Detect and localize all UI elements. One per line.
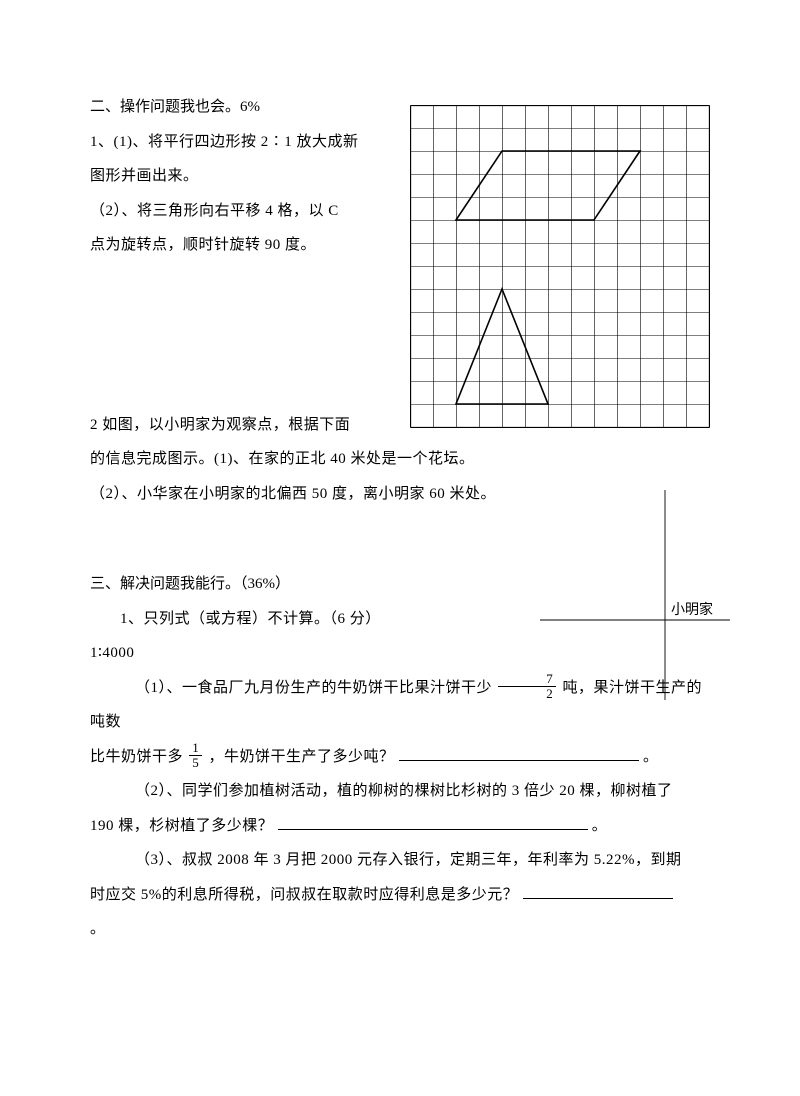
period1: 。 <box>643 749 659 765</box>
cross-figure: 小明家 <box>530 490 730 700</box>
answer-blank-3[interactable] <box>523 881 673 899</box>
s3-p2-line2: 190 棵，杉树植了多少棵？ 。 <box>90 809 710 844</box>
q1-line2: 图形并画出来。 <box>90 159 380 194</box>
q1-line3: （2）、将三角形向右平移 4 格，以 C <box>90 194 380 229</box>
p1a-text: （1）、一食品厂九月份生产的牛奶饼干比果汁饼干少 <box>135 680 492 696</box>
p3b-text: 时应交 5%的利息所得税，问叔叔在取款时应得利息是多少元？ <box>90 887 518 903</box>
answer-blank-1[interactable] <box>399 743 639 761</box>
fraction-7-2: 7 2 <box>498 672 556 700</box>
s3-p2-line1: （2）、同学们参加植树活动，植的柳树的棵树比杉树的 3 倍少 20 棵，柳树植了 <box>90 774 710 809</box>
q1-line4: 点为旋转点，顺时针旋转 90 度。 <box>90 228 380 263</box>
frac-den: 2 <box>498 687 556 701</box>
fraction-1-5: 1 5 <box>189 741 202 769</box>
s3-p3-line1: （3）、叔叔 2008 年 3 月把 2000 元存入银行，定期三年，年利率为 … <box>90 843 710 878</box>
p1b-head: 比牛奶饼干多 <box>90 749 183 765</box>
frac-num: 1 <box>189 741 202 756</box>
p2b-text: 190 棵，杉树植了多少棵？ <box>90 818 273 834</box>
s3-p1-line2: 比牛奶饼干多 1 5 ，牛奶饼干生产了多少吨？ 。 <box>90 740 710 775</box>
grid-figure <box>410 105 710 425</box>
q1-line1: 1、(1)、将平行四边形按 2∶1 放大成新 <box>90 125 380 160</box>
answer-blank-2[interactable] <box>278 812 588 830</box>
svg-text:小明家: 小明家 <box>671 601 713 618</box>
p1b-tail: ，牛奶饼干生产了多少吨？ <box>209 749 395 765</box>
frac-num: 7 <box>498 672 556 687</box>
s3-p3-line2: 时应交 5%的利息所得税，问叔叔在取款时应得利息是多少元？ <box>90 878 710 913</box>
period2: 。 <box>592 818 608 834</box>
q2-line2: 的信息完成图示。(1)、在家的正北 40 米处是一个花坛。 <box>90 442 710 477</box>
frac-den: 5 <box>189 756 202 770</box>
trailing-period: 。 <box>90 912 710 947</box>
